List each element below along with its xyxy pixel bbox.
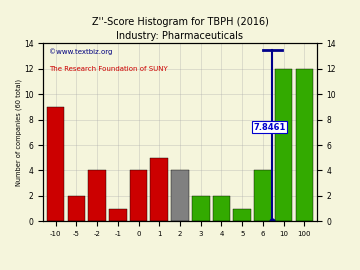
Bar xyxy=(171,170,189,221)
Bar xyxy=(130,170,147,221)
Bar xyxy=(296,69,313,221)
Bar xyxy=(109,209,127,221)
Bar xyxy=(213,196,230,221)
Bar xyxy=(88,170,106,221)
Bar xyxy=(47,107,64,221)
Bar xyxy=(233,209,251,221)
Bar xyxy=(192,196,210,221)
Y-axis label: Number of companies (60 total): Number of companies (60 total) xyxy=(16,79,22,186)
Text: 7.8461: 7.8461 xyxy=(253,123,285,132)
Bar xyxy=(150,158,168,221)
Text: The Research Foundation of SUNY: The Research Foundation of SUNY xyxy=(49,66,167,72)
Bar xyxy=(275,69,292,221)
Text: ©www.textbiz.org: ©www.textbiz.org xyxy=(49,49,112,55)
Bar xyxy=(254,170,272,221)
Bar xyxy=(68,196,85,221)
Title: Z''-Score Histogram for TBPH (2016)
Industry: Pharmaceuticals: Z''-Score Histogram for TBPH (2016) Indu… xyxy=(91,17,269,41)
